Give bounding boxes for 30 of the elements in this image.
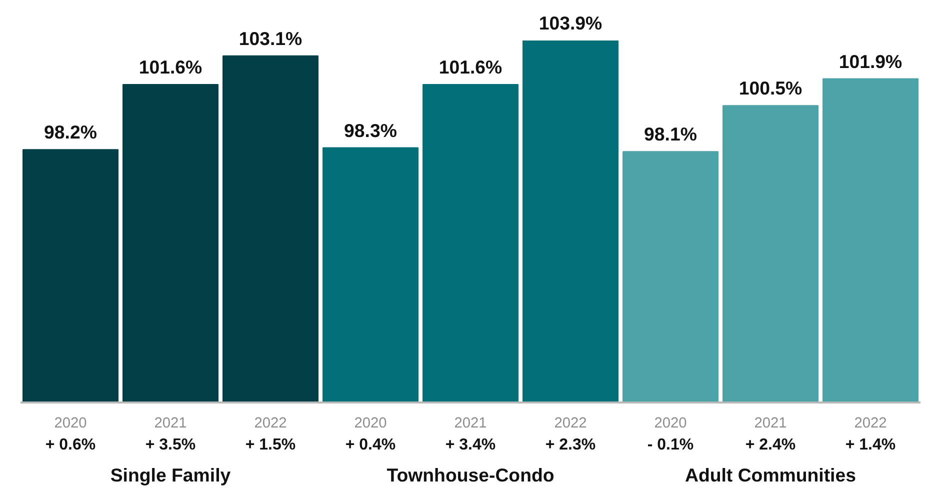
text: + 0.6%: [45, 436, 96, 454]
text: 2020: [654, 416, 687, 432]
text: + 3.4%: [445, 436, 496, 454]
series-label: 2022: [254, 416, 287, 432]
series-label: 2020: [54, 416, 87, 432]
x-tick-label: Adult Communities: [684, 464, 856, 486]
text: + 2.3%: [545, 436, 596, 454]
data-label: 103.1%: [238, 28, 303, 49]
text: + 1.4%: [845, 436, 896, 454]
text: - 0.1%: [647, 436, 694, 454]
text: + 2.4%: [745, 436, 796, 454]
text: 2021: [454, 416, 487, 432]
text: 2021: [754, 416, 787, 432]
text: 2022: [554, 416, 587, 432]
data-label: 101.9%: [838, 50, 903, 72]
data-label: 101.6%: [438, 56, 503, 78]
data-label: 98.3%: [344, 120, 398, 141]
data-label: 101.6%: [138, 56, 203, 78]
text: 2022: [854, 416, 887, 432]
text: 2020: [354, 416, 387, 432]
data-label: 98.1%: [644, 124, 698, 145]
text: + 3.5%: [145, 436, 196, 454]
series-label: 2021: [154, 416, 187, 432]
text: + 1.5%: [245, 436, 296, 454]
data-label: 100.5%: [738, 78, 803, 99]
text: + 0.4%: [345, 436, 396, 454]
x-tick-label: Single Family: [110, 464, 232, 486]
data-label: 103.9%: [538, 12, 603, 34]
data-label: 98.2%: [44, 122, 98, 143]
x-tick-label: Townhouse-Condo: [386, 464, 554, 486]
